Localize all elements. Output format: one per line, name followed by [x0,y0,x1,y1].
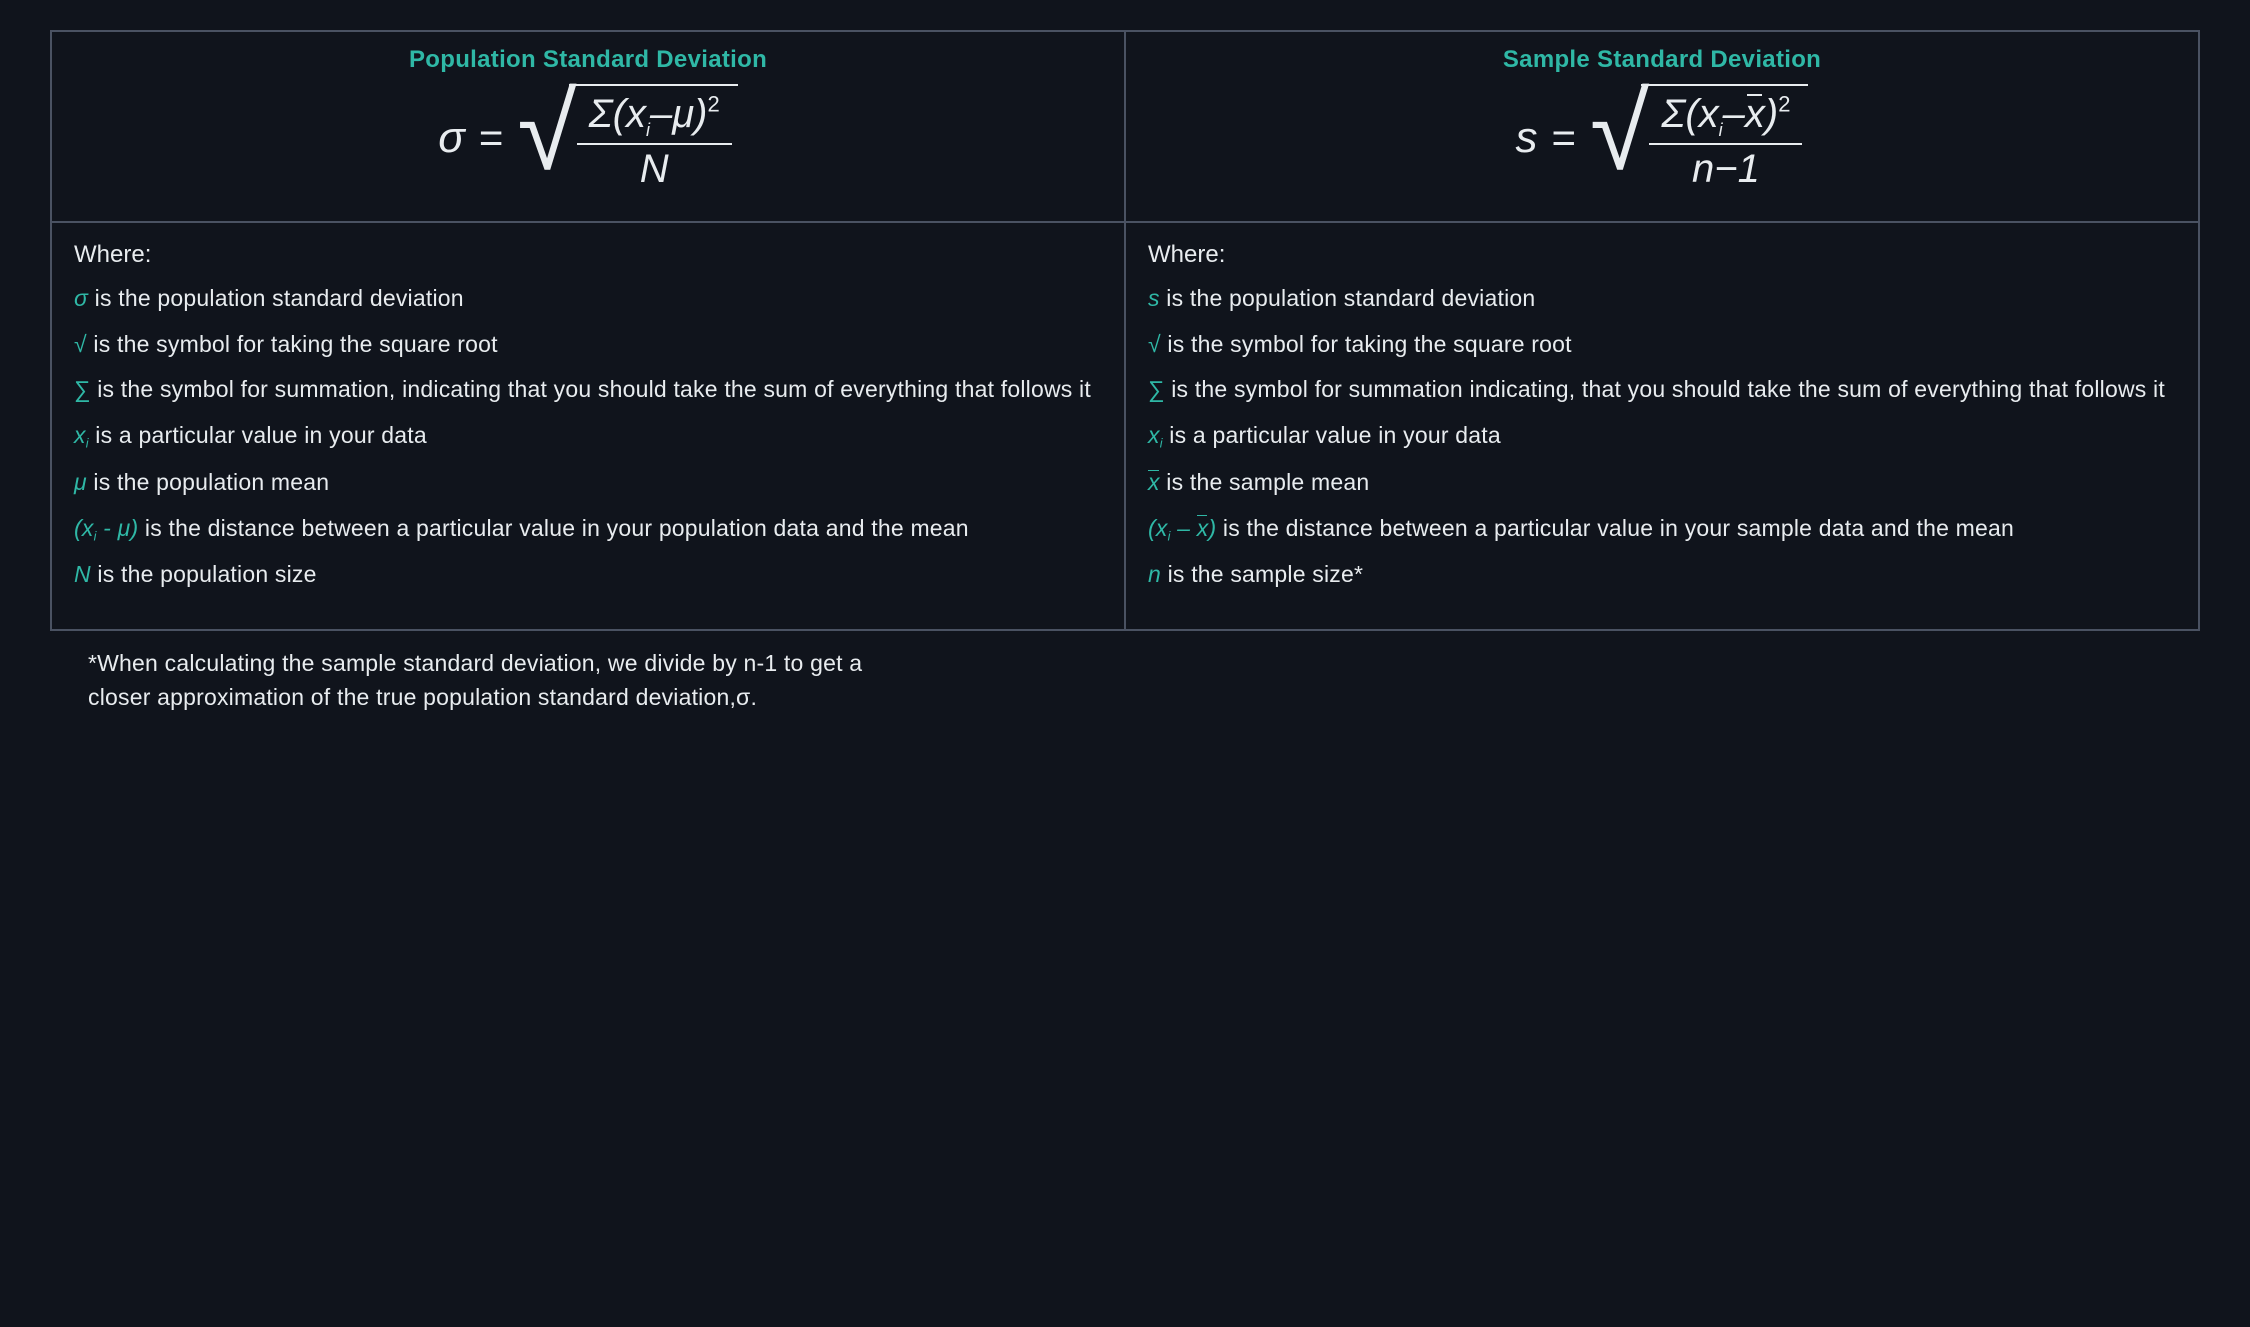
population-where-list: σ is the population standard deviation √… [74,283,1102,591]
sqrt-icon: √ [517,90,576,199]
sigma-symbol: σ [438,113,465,163]
fraction: Σ(xi–μ)2 N [577,90,732,193]
where-item: (xi – x) is the distance between a parti… [1148,513,2176,546]
equals-sign: = [1548,114,1581,162]
radical: √ Σ(xi–x)2 n−1 [1590,84,1808,193]
where-item: (xi - μ) is the distance between a parti… [74,513,1102,546]
numerator: Σ(xi–x)2 [1649,90,1802,143]
equals-sign: = [475,114,508,162]
where-item: √ is the symbol for taking the square ro… [74,329,1102,361]
sqrt-icon: √ [1590,90,1649,199]
xi-minus-mu-symbol: (xi - μ) [74,515,138,541]
population-formula: σ = √ Σ(xi–μ)2 N [74,84,1102,193]
sample-formula-cell: Sample Standard Deviation s = √ Σ(xi–x)2… [1125,31,2199,222]
where-item: xi is a particular value in your data [1148,420,2176,453]
footnote: *When calculating the sample standard de… [50,631,950,714]
xi-symbol: xi [74,422,89,448]
xi-minus-xbar-symbol: (xi – x) [1148,515,1216,541]
where-item: n is the sample size* [1148,559,2176,591]
where-item: s is the population standard deviation [1148,283,2176,315]
radical: √ Σ(xi–μ)2 N [517,84,737,193]
sample-formula: s = √ Σ(xi–x)2 n−1 [1148,84,2176,193]
where-item: μ is the population mean [74,467,1102,499]
where-item: ∑ is the symbol for summation, indicatin… [74,374,1102,406]
denominator: N [628,145,681,193]
xbar-symbol: x [1148,469,1160,495]
where-label: Where: [74,241,1102,269]
sample-where-list: s is the population standard deviation √… [1148,283,2176,591]
fraction: Σ(xi–x)2 n−1 [1649,90,1802,193]
denominator: n−1 [1680,145,1772,193]
where-item: σ is the population standard deviation [74,283,1102,315]
where-item: xi is a particular value in your data [74,420,1102,453]
where-item: N is the population size [74,559,1102,591]
numerator: Σ(xi–μ)2 [577,90,732,143]
where-item: √ is the symbol for taking the square ro… [1148,329,2176,361]
population-formula-cell: Population Standard Deviation σ = √ Σ(xi… [51,31,1125,222]
population-where-cell: Where: σ is the population standard devi… [51,222,1125,630]
comparison-table: Population Standard Deviation σ = √ Σ(xi… [50,30,2200,631]
where-item: x is the sample mean [1148,467,2176,499]
xi-symbol: xi [1148,422,1163,448]
where-label: Where: [1148,241,2176,269]
s-symbol: s [1516,113,1538,163]
sample-title: Sample Standard Deviation [1148,46,2176,74]
population-title: Population Standard Deviation [74,46,1102,74]
sample-where-cell: Where: s is the population standard devi… [1125,222,2199,630]
where-item: ∑ is the symbol for summation indicating… [1148,374,2176,406]
